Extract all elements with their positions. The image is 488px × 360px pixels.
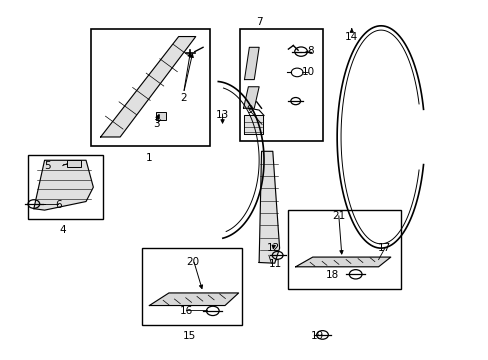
Text: 1: 1 bbox=[146, 153, 152, 163]
Text: 4: 4 bbox=[60, 225, 66, 235]
Text: 5: 5 bbox=[43, 161, 50, 171]
Polygon shape bbox=[244, 47, 259, 80]
Polygon shape bbox=[243, 87, 259, 108]
Text: 15: 15 bbox=[183, 331, 196, 341]
Text: 8: 8 bbox=[306, 46, 313, 56]
Text: 2: 2 bbox=[180, 93, 186, 103]
Polygon shape bbox=[259, 151, 279, 263]
Bar bbox=[91, 30, 210, 146]
Bar bbox=[239, 30, 322, 140]
Text: 20: 20 bbox=[186, 257, 200, 267]
Polygon shape bbox=[243, 116, 263, 134]
FancyBboxPatch shape bbox=[156, 112, 165, 120]
Polygon shape bbox=[295, 257, 390, 267]
Text: 9: 9 bbox=[245, 105, 252, 115]
Text: 18: 18 bbox=[325, 270, 338, 280]
Text: 6: 6 bbox=[55, 200, 61, 210]
Polygon shape bbox=[34, 160, 93, 210]
Text: 7: 7 bbox=[255, 17, 262, 27]
Polygon shape bbox=[101, 37, 195, 137]
Text: 12: 12 bbox=[266, 243, 280, 253]
Bar bbox=[288, 211, 400, 289]
Text: 21: 21 bbox=[331, 211, 345, 221]
Text: 13: 13 bbox=[216, 111, 229, 121]
Bar bbox=[66, 159, 81, 167]
Polygon shape bbox=[149, 293, 238, 306]
Text: 16: 16 bbox=[179, 306, 192, 316]
Text: 11: 11 bbox=[268, 259, 281, 269]
Text: 10: 10 bbox=[301, 67, 314, 77]
Bar bbox=[142, 248, 242, 325]
Text: 14: 14 bbox=[345, 32, 358, 41]
Text: 3: 3 bbox=[153, 120, 160, 129]
Bar bbox=[27, 155, 103, 220]
Text: 17: 17 bbox=[378, 243, 391, 253]
Text: 19: 19 bbox=[310, 331, 324, 341]
